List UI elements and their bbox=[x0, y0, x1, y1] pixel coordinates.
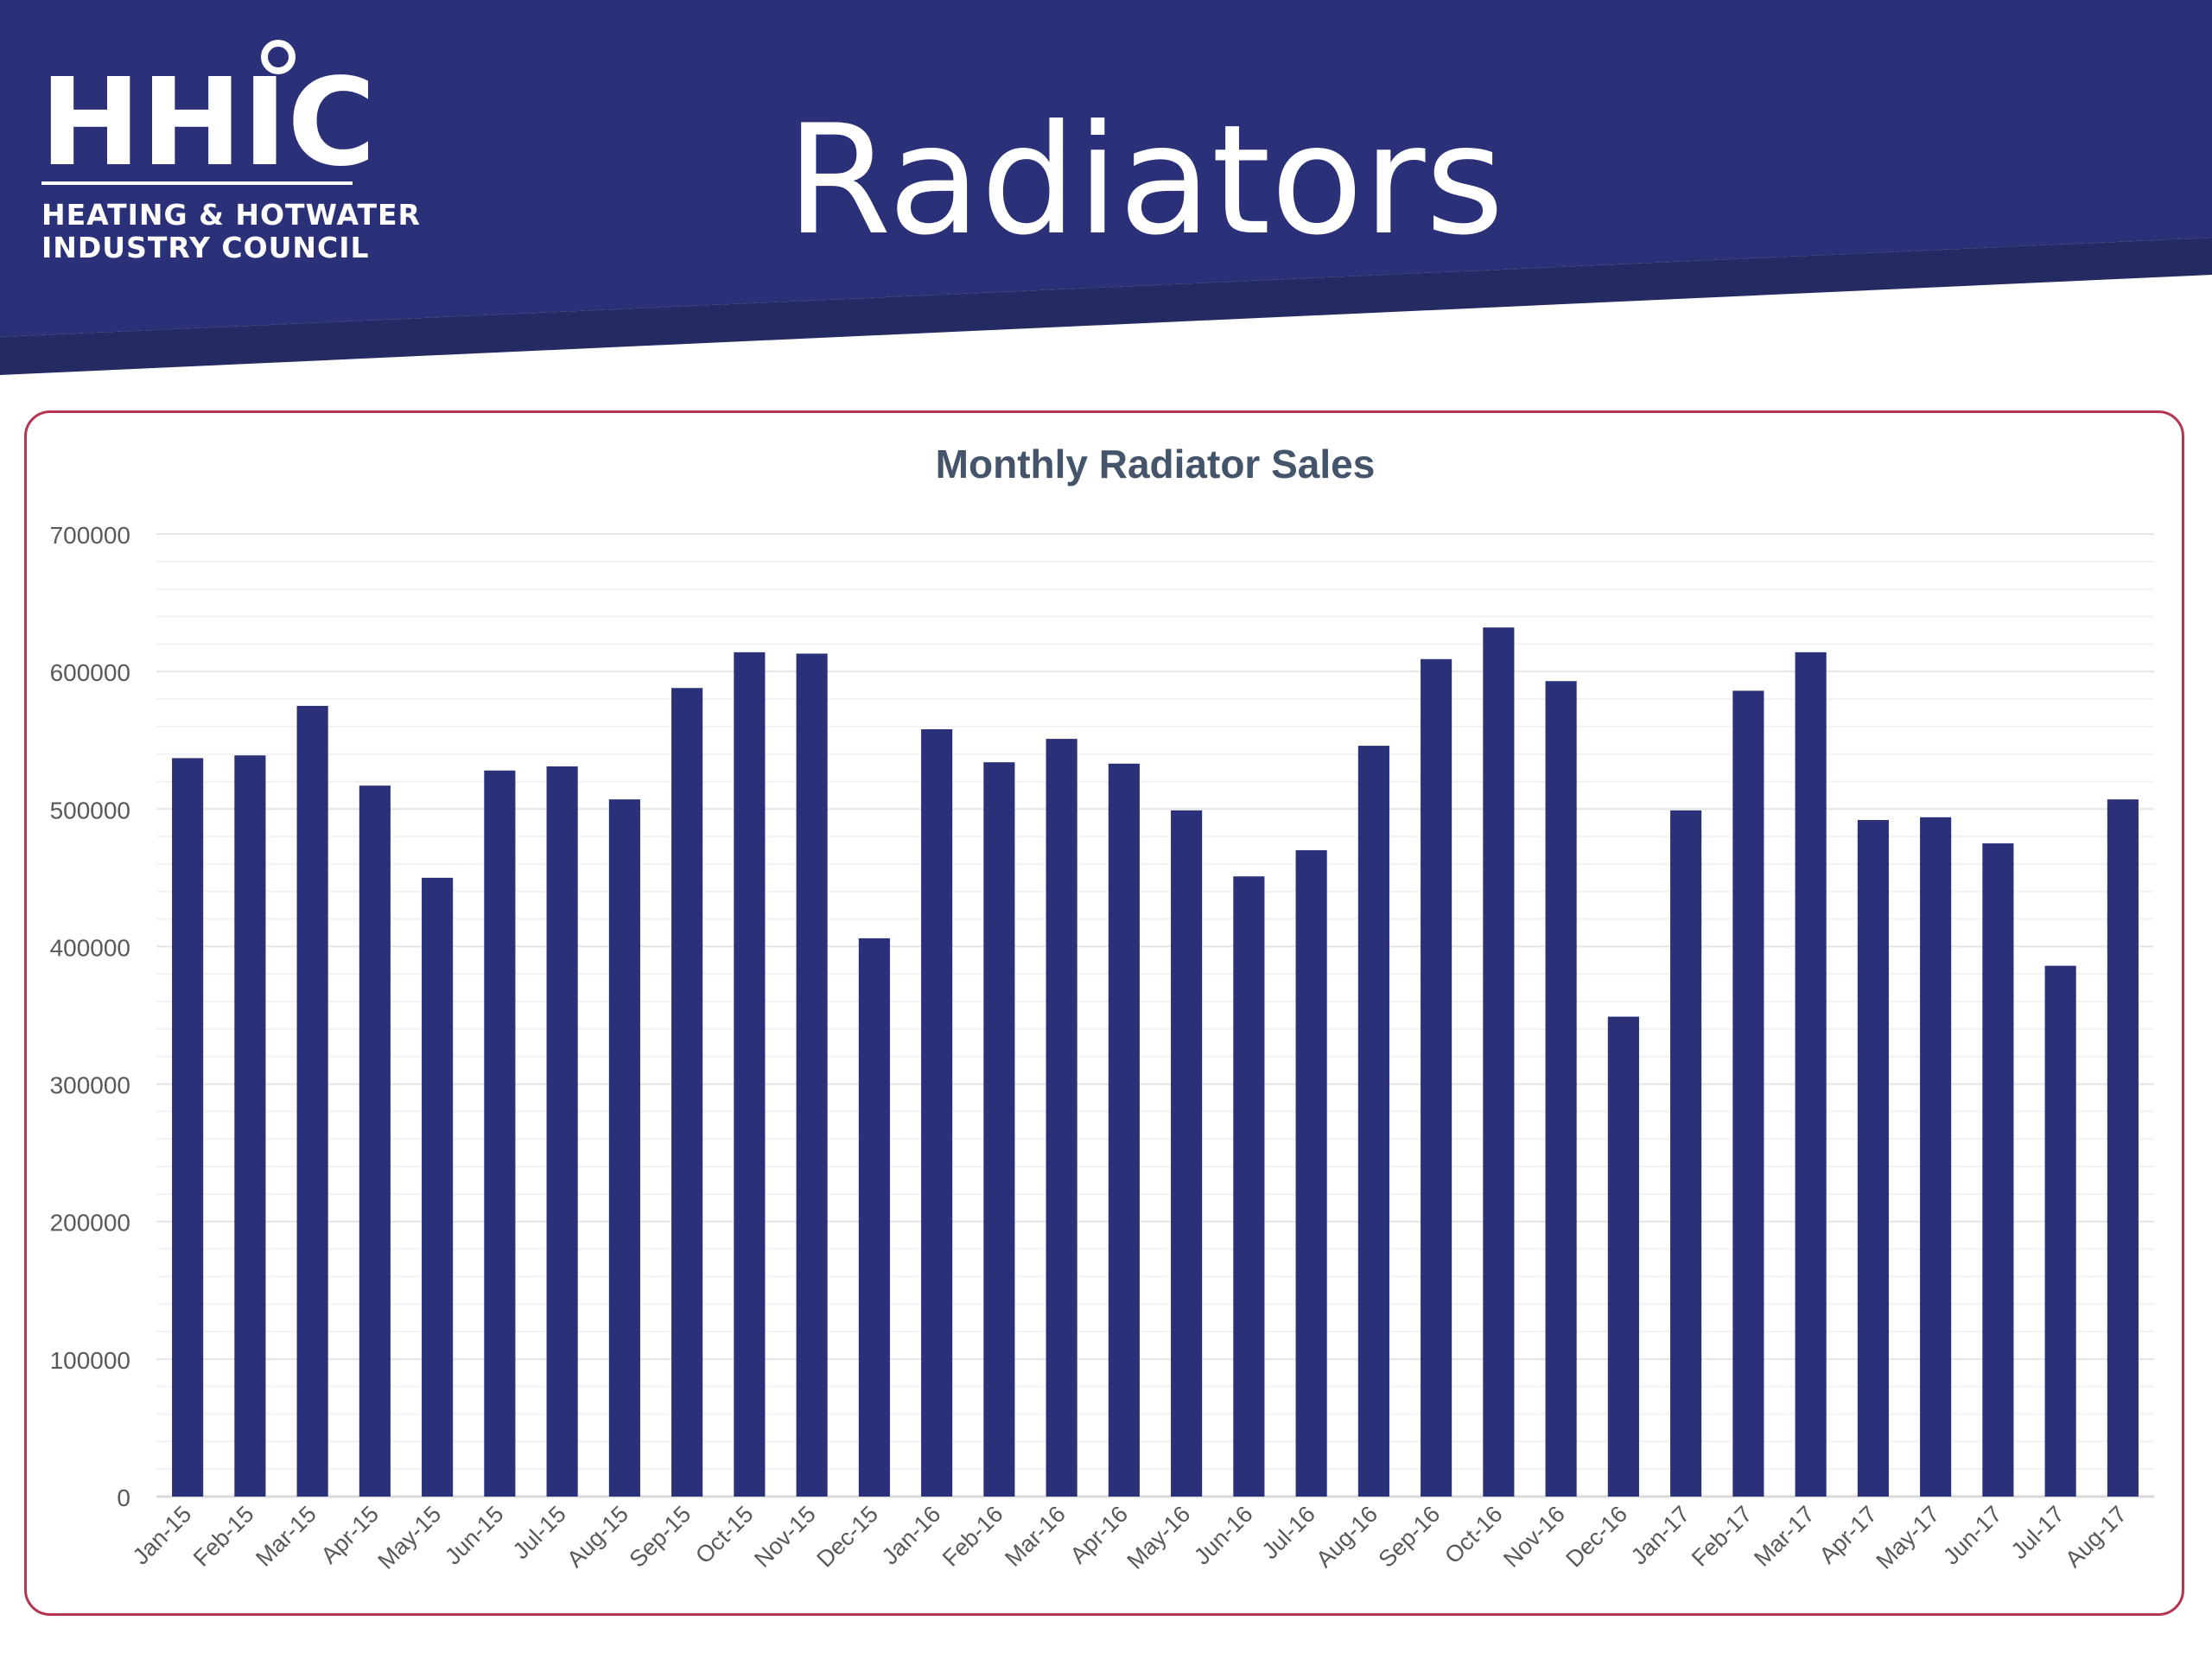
hhic-logo: HHIC HEATING & HOTWATER INDUSTRY COUNCIL bbox=[40, 35, 420, 276]
x-tick-label: Sep-16 bbox=[1374, 1501, 1446, 1573]
x-tick-label: Feb-15 bbox=[188, 1501, 259, 1572]
chart-title: Monthly Radiator Sales bbox=[936, 442, 1376, 486]
header-banner bbox=[0, 0, 2212, 375]
x-tick-label: Nov-16 bbox=[1498, 1501, 1570, 1573]
bar-jun-15 bbox=[484, 770, 516, 1497]
hhic-logo-mark: HHIC bbox=[40, 40, 368, 186]
x-tick-label: Aug-17 bbox=[2060, 1501, 2132, 1573]
x-tick-label: Jun-17 bbox=[1938, 1501, 2007, 1570]
y-tick-label: 100000 bbox=[50, 1347, 130, 1374]
bar-chart: Monthly Radiator Sales 0 100000 200000 30000… bbox=[50, 442, 2154, 1574]
bar-sep-15 bbox=[671, 688, 703, 1497]
bar-aug-17 bbox=[2107, 799, 2139, 1497]
bar-jul-16 bbox=[1295, 850, 1327, 1497]
bar-may-15 bbox=[422, 877, 454, 1497]
bar-sep-16 bbox=[1421, 658, 1452, 1497]
x-tick-label: Feb-17 bbox=[1687, 1501, 1758, 1572]
bar-apr-17 bbox=[1857, 820, 1889, 1497]
bar-oct-15 bbox=[734, 652, 766, 1497]
bar-feb-17 bbox=[1732, 690, 1764, 1497]
bar-aug-16 bbox=[1357, 746, 1389, 1497]
x-tick-label: Mar-16 bbox=[1000, 1501, 1071, 1572]
bar-nov-16 bbox=[1545, 681, 1577, 1497]
page-title: Radiators bbox=[786, 93, 1504, 269]
bar-aug-15 bbox=[608, 799, 640, 1497]
x-tick-label: May-15 bbox=[372, 1501, 446, 1574]
x-tick-label: Oct-16 bbox=[1440, 1501, 1508, 1569]
x-tick-label: Sep-15 bbox=[625, 1501, 696, 1573]
x-tick-label: Mar-17 bbox=[1749, 1501, 1820, 1572]
x-tick-label: Jun-16 bbox=[1189, 1501, 1258, 1570]
x-tick-label: May-16 bbox=[1122, 1501, 1195, 1574]
bar-feb-16 bbox=[983, 762, 1015, 1497]
bar-mar-17 bbox=[1795, 652, 1827, 1497]
bar-mar-16 bbox=[1046, 739, 1077, 1497]
logo-divider bbox=[41, 181, 353, 185]
bar-jan-17 bbox=[1670, 810, 1702, 1497]
bar-mar-15 bbox=[296, 705, 328, 1497]
x-tick-label: Mar-15 bbox=[251, 1501, 321, 1572]
bar-apr-15 bbox=[359, 785, 391, 1497]
x-tick-label: Dec-16 bbox=[1560, 1501, 1632, 1573]
x-tick-label: Apr-17 bbox=[1815, 1501, 1883, 1569]
bar-apr-16 bbox=[1108, 763, 1140, 1497]
y-tick-label: 700000 bbox=[50, 522, 130, 549]
bar-dec-16 bbox=[1607, 1016, 1639, 1497]
bar-jul-17 bbox=[2044, 965, 2076, 1497]
x-tick-label: Nov-15 bbox=[749, 1501, 821, 1573]
bar-jul-15 bbox=[546, 766, 578, 1497]
x-tick-label: Aug-16 bbox=[1311, 1501, 1382, 1573]
x-tick-label: Apr-16 bbox=[1065, 1501, 1134, 1569]
bar-jan-16 bbox=[921, 728, 953, 1497]
y-tick-label: 300000 bbox=[50, 1072, 130, 1099]
x-tick-label: Jan-17 bbox=[1626, 1501, 1695, 1570]
bar-jan-15 bbox=[172, 758, 204, 1497]
logo-subtitle-line1: HEATING & HOTWATER bbox=[41, 198, 421, 232]
x-tick-label: Apr-15 bbox=[316, 1501, 385, 1569]
bar-oct-16 bbox=[1483, 627, 1515, 1497]
logo-subtitle-line2: INDUSTRY COUNCIL bbox=[41, 231, 370, 264]
logo-degree-circle-icon bbox=[261, 40, 296, 74]
bar-feb-15 bbox=[234, 755, 266, 1497]
logo-mark-text: HHIC bbox=[40, 53, 368, 186]
x-tick-label: Oct-15 bbox=[690, 1501, 759, 1569]
chart-card: Monthly Radiator Sales 0 100000 200000 30000… bbox=[24, 410, 2184, 1616]
x-tick-label: Aug-15 bbox=[562, 1501, 633, 1573]
bar-may-17 bbox=[1920, 817, 1952, 1497]
x-tick-label: Jan-15 bbox=[128, 1501, 197, 1570]
bar-jun-16 bbox=[1233, 876, 1265, 1497]
bar-jun-17 bbox=[1982, 843, 2014, 1497]
y-tick-label: 0 bbox=[117, 1484, 130, 1511]
bar-nov-15 bbox=[796, 653, 828, 1497]
y-tick-label: 600000 bbox=[50, 659, 130, 686]
bar-may-16 bbox=[1171, 810, 1203, 1497]
y-tick-label: 400000 bbox=[50, 934, 130, 961]
x-tick-label: Dec-15 bbox=[811, 1501, 883, 1573]
x-tick-label: Jan-16 bbox=[877, 1501, 946, 1570]
y-tick-label: 500000 bbox=[50, 797, 130, 823]
x-tick-label: May-17 bbox=[1871, 1501, 1944, 1574]
x-tick-label: Jun-15 bbox=[440, 1501, 509, 1570]
bar-dec-15 bbox=[858, 938, 890, 1497]
x-tick-label: Feb-16 bbox=[938, 1501, 1008, 1572]
y-tick-label: 200000 bbox=[50, 1210, 130, 1236]
